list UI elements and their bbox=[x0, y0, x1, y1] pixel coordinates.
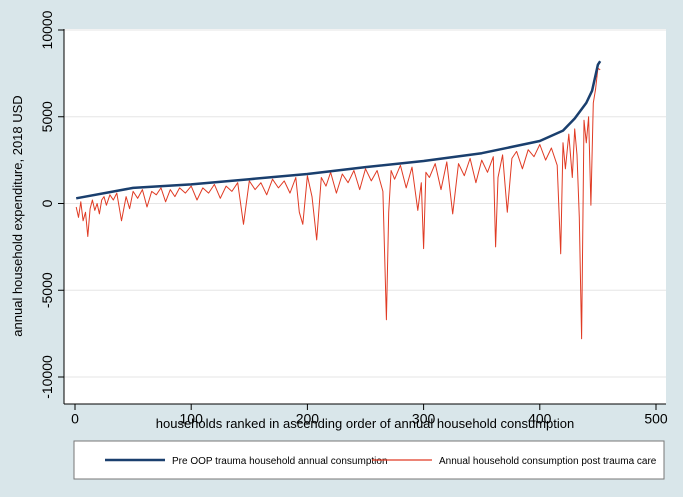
y-tick-label: 5000 bbox=[39, 101, 55, 132]
x-tick-label: 100 bbox=[180, 410, 204, 426]
x-axis-title: households ranked in ascending order of … bbox=[156, 416, 574, 431]
x-tick-label: 0 bbox=[71, 410, 79, 426]
x-tick-label: 300 bbox=[412, 410, 436, 426]
y-axis-title: annual household expenditure, 2018 USD bbox=[10, 95, 25, 336]
x-ticks: 0 100 200 300 400 500 bbox=[71, 404, 668, 426]
series-layer bbox=[75, 60, 602, 340]
legend-label-post-trauma: Annual household consumption post trauma… bbox=[439, 456, 657, 467]
y-tick-label: -5000 bbox=[39, 272, 55, 308]
plot-area bbox=[64, 29, 666, 404]
x-tick-label: 500 bbox=[644, 410, 668, 426]
series-line-2 bbox=[75, 67, 601, 340]
y-tick-label: 10000 bbox=[39, 10, 55, 49]
y-tick-label: -10000 bbox=[39, 355, 55, 399]
x-tick-label: 200 bbox=[296, 410, 320, 426]
y-tick-label: 0 bbox=[39, 199, 55, 207]
y-ticks: -10000 -5000 0 5000 10000 bbox=[39, 10, 64, 399]
legend-box bbox=[73, 440, 665, 480]
legend-label-pre-oop: Pre OOP trauma household annual consumpt… bbox=[172, 456, 388, 467]
series-line-1 bbox=[75, 60, 602, 200]
legend: Pre OOP trauma household annual consumpt… bbox=[73, 440, 665, 480]
x-tick-label: 400 bbox=[528, 410, 552, 426]
gridlines bbox=[64, 29, 666, 378]
